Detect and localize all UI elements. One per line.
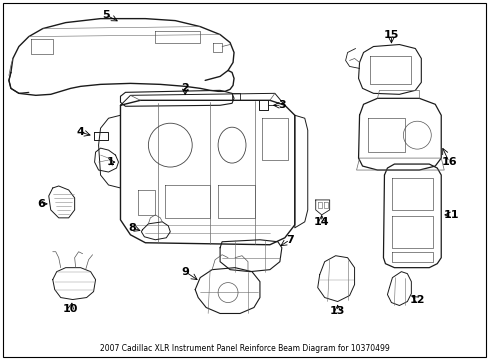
Text: 14: 14 bbox=[313, 217, 329, 227]
Text: 7: 7 bbox=[285, 235, 293, 245]
Text: 3: 3 bbox=[278, 100, 285, 110]
Text: 1: 1 bbox=[106, 157, 114, 167]
Text: 12: 12 bbox=[409, 294, 424, 305]
Text: 4: 4 bbox=[77, 127, 84, 137]
Text: 13: 13 bbox=[329, 306, 345, 316]
Text: 2: 2 bbox=[181, 84, 189, 93]
Text: 16: 16 bbox=[441, 157, 456, 167]
Text: 15: 15 bbox=[383, 30, 398, 40]
Text: 11: 11 bbox=[443, 210, 458, 220]
Text: 10: 10 bbox=[63, 305, 78, 315]
Text: 2007 Cadillac XLR Instrument Panel Reinforce Beam Diagram for 10370499: 2007 Cadillac XLR Instrument Panel Reinf… bbox=[100, 344, 388, 353]
Text: 9: 9 bbox=[181, 267, 189, 276]
Text: 8: 8 bbox=[128, 223, 136, 233]
Text: 5: 5 bbox=[102, 10, 109, 20]
Text: 6: 6 bbox=[37, 199, 44, 209]
